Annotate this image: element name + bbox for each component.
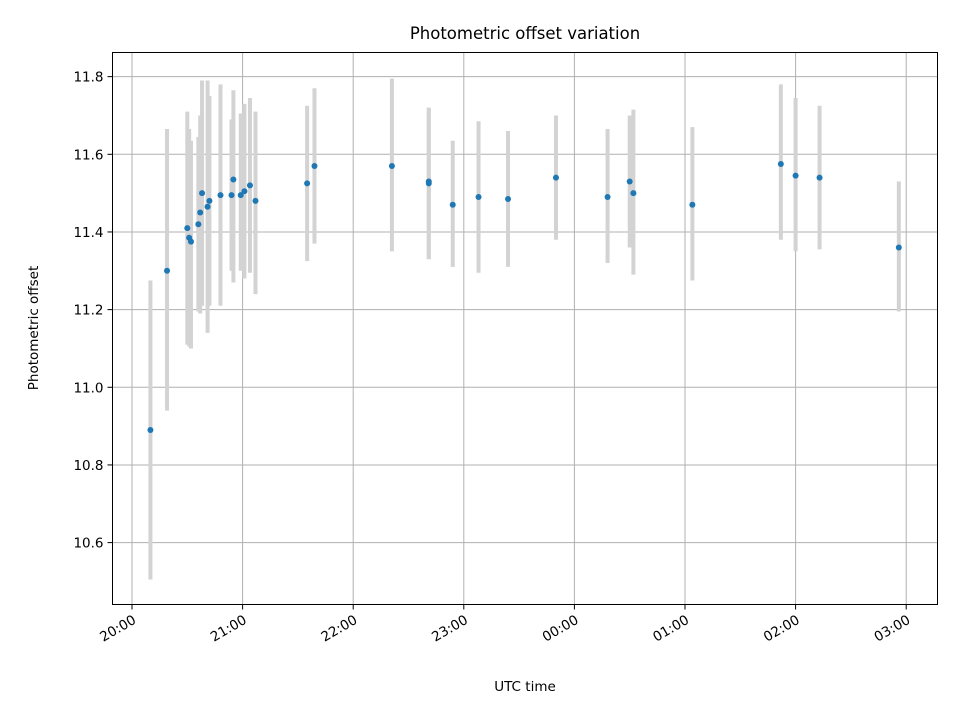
data-point <box>689 201 696 208</box>
y-tick-label: 11.0 <box>73 380 103 396</box>
x-tick-label: 20:00 <box>97 612 139 645</box>
data-point <box>552 174 559 181</box>
data-point <box>475 194 482 201</box>
data-point <box>604 194 611 201</box>
data-point <box>204 203 211 210</box>
x-tick-label: 21:00 <box>208 612 250 645</box>
grid <box>112 52 938 605</box>
y-tick-label: 11.2 <box>73 303 103 319</box>
data-point <box>449 201 456 208</box>
data-point <box>230 176 237 183</box>
y-tick-label: 10.6 <box>73 536 103 552</box>
x-tick-label: 00:00 <box>540 612 582 645</box>
data-point <box>311 162 318 169</box>
data-point <box>777 161 784 168</box>
data-point <box>630 190 637 197</box>
y-tick-label: 11.4 <box>73 225 103 241</box>
y-tick-label: 11.6 <box>73 147 103 163</box>
data-point <box>237 192 244 199</box>
data-point <box>388 162 395 169</box>
y-axis-label: Photometric offset <box>26 266 42 390</box>
data-point <box>505 195 512 202</box>
x-axis-label: UTC time <box>494 679 556 695</box>
data-point <box>895 244 902 251</box>
y-tick-label: 11.8 <box>73 70 103 86</box>
data-point <box>187 238 194 245</box>
plot-frame <box>112 52 938 605</box>
error-bars <box>148 78 901 580</box>
data-point <box>252 197 259 204</box>
data-point <box>228 192 235 199</box>
data-point <box>304 180 311 187</box>
data-point <box>199 190 206 197</box>
data-point <box>147 426 154 433</box>
data-point <box>195 221 202 228</box>
data-point <box>197 209 204 216</box>
x-tick-label: 23:00 <box>429 612 471 645</box>
x-tick-label: 01:00 <box>650 612 692 645</box>
data-point <box>206 197 213 204</box>
x-tick-label: 02:00 <box>761 612 803 645</box>
x-tick-label: 22:00 <box>319 612 361 645</box>
data-point <box>816 174 823 181</box>
x-tick-label: 03:00 <box>872 612 914 645</box>
data-point <box>246 182 253 189</box>
data-point <box>792 172 799 179</box>
chart-title: Photometric offset variation <box>410 24 640 43</box>
y-axis: 10.6 10.8 11.0 11.2 11.4 11.6 11.8 <box>73 70 113 552</box>
data-point <box>626 178 633 185</box>
data-point <box>217 192 224 199</box>
data-point <box>425 180 432 187</box>
y-tick-label: 10.8 <box>73 458 103 474</box>
data-point <box>241 188 248 195</box>
x-axis: 20:00 21:00 22:00 23:00 00:00 01:00 02:00 03:00 <box>97 604 914 645</box>
data-point <box>184 225 191 232</box>
data-points <box>147 161 902 433</box>
data-point <box>164 267 171 274</box>
